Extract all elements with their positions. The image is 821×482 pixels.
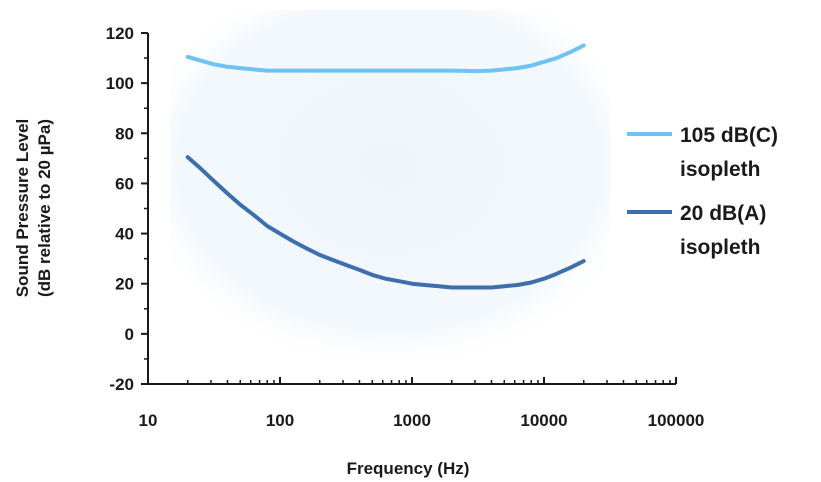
series-line-2: [185, 155, 586, 290]
y-tick-label: 0: [125, 325, 134, 344]
y-tick-label: 80: [115, 124, 134, 143]
y-tick-label: 120: [106, 24, 134, 43]
y-tick-label: 20: [115, 275, 134, 294]
legend-label-1-line2: isopleth: [680, 158, 761, 181]
y-axis-title-line1: Sound Pressure Level: [13, 119, 32, 298]
x-axis-title: Frequency (Hz): [347, 459, 470, 478]
y-tick-label: 40: [115, 225, 134, 244]
x-tick-label: 1000: [393, 411, 431, 430]
legend: 105 dB(C) isopleth 20 dB(A) isopleth: [627, 124, 778, 259]
y-tick-label: 100: [106, 74, 134, 93]
legend-label-2-line2: isopleth: [680, 236, 761, 259]
axes: -20 0 20 40 60 80 100 120 10 100 1000 10000 100000: [106, 24, 705, 430]
series-lines: [185, 43, 586, 290]
x-tick-label: 10: [139, 411, 158, 430]
y-axis-title-line2: (dB relative to 20 µPa): [35, 119, 54, 297]
x-tick-label: 100000: [648, 411, 705, 430]
y-tick-label: -20: [109, 375, 134, 394]
plot-background-wash: [170, 10, 610, 355]
y-tick-label: 60: [115, 174, 134, 193]
x-tick-label: 100: [266, 411, 294, 430]
legend-label-1: 105 dB(C): [680, 124, 778, 147]
legend-label-2: 20 dB(A): [680, 202, 766, 225]
x-tick-label: 10000: [520, 411, 567, 430]
series-line-1: [185, 43, 586, 74]
